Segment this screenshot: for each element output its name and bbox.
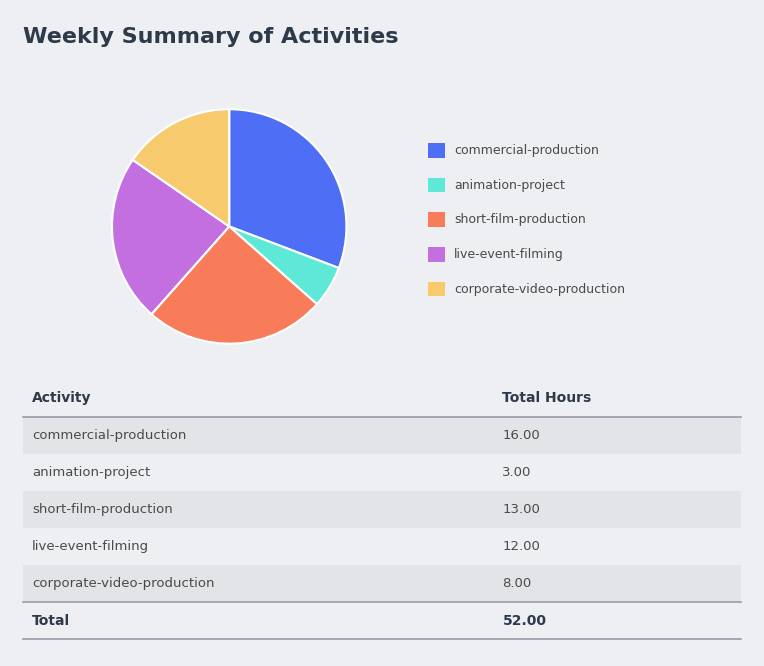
Wedge shape [229,109,346,268]
Text: animation-project: animation-project [454,178,565,192]
Text: commercial-production: commercial-production [454,144,599,157]
Text: commercial-production: commercial-production [32,429,186,442]
Wedge shape [229,226,338,304]
Text: Activity: Activity [32,391,92,405]
Text: live-event-filming: live-event-filming [454,248,564,261]
Text: 52.00: 52.00 [503,614,546,628]
Text: corporate-video-production: corporate-video-production [454,282,625,296]
Text: Total Hours: Total Hours [503,391,592,405]
Text: animation-project: animation-project [32,466,151,479]
Text: corporate-video-production: corporate-video-production [32,577,215,590]
Text: short-film-production: short-film-production [32,503,173,516]
Text: 12.00: 12.00 [503,540,540,553]
Text: Total: Total [32,614,70,628]
Text: live-event-filming: live-event-filming [32,540,149,553]
Text: 3.00: 3.00 [503,466,532,479]
Text: 8.00: 8.00 [503,577,532,590]
Wedge shape [151,226,317,344]
Text: 16.00: 16.00 [503,429,540,442]
Wedge shape [112,160,229,314]
Wedge shape [133,109,229,226]
Text: Weekly Summary of Activities: Weekly Summary of Activities [23,27,398,47]
Text: 13.00: 13.00 [503,503,540,516]
Text: short-film-production: short-film-production [454,213,585,226]
